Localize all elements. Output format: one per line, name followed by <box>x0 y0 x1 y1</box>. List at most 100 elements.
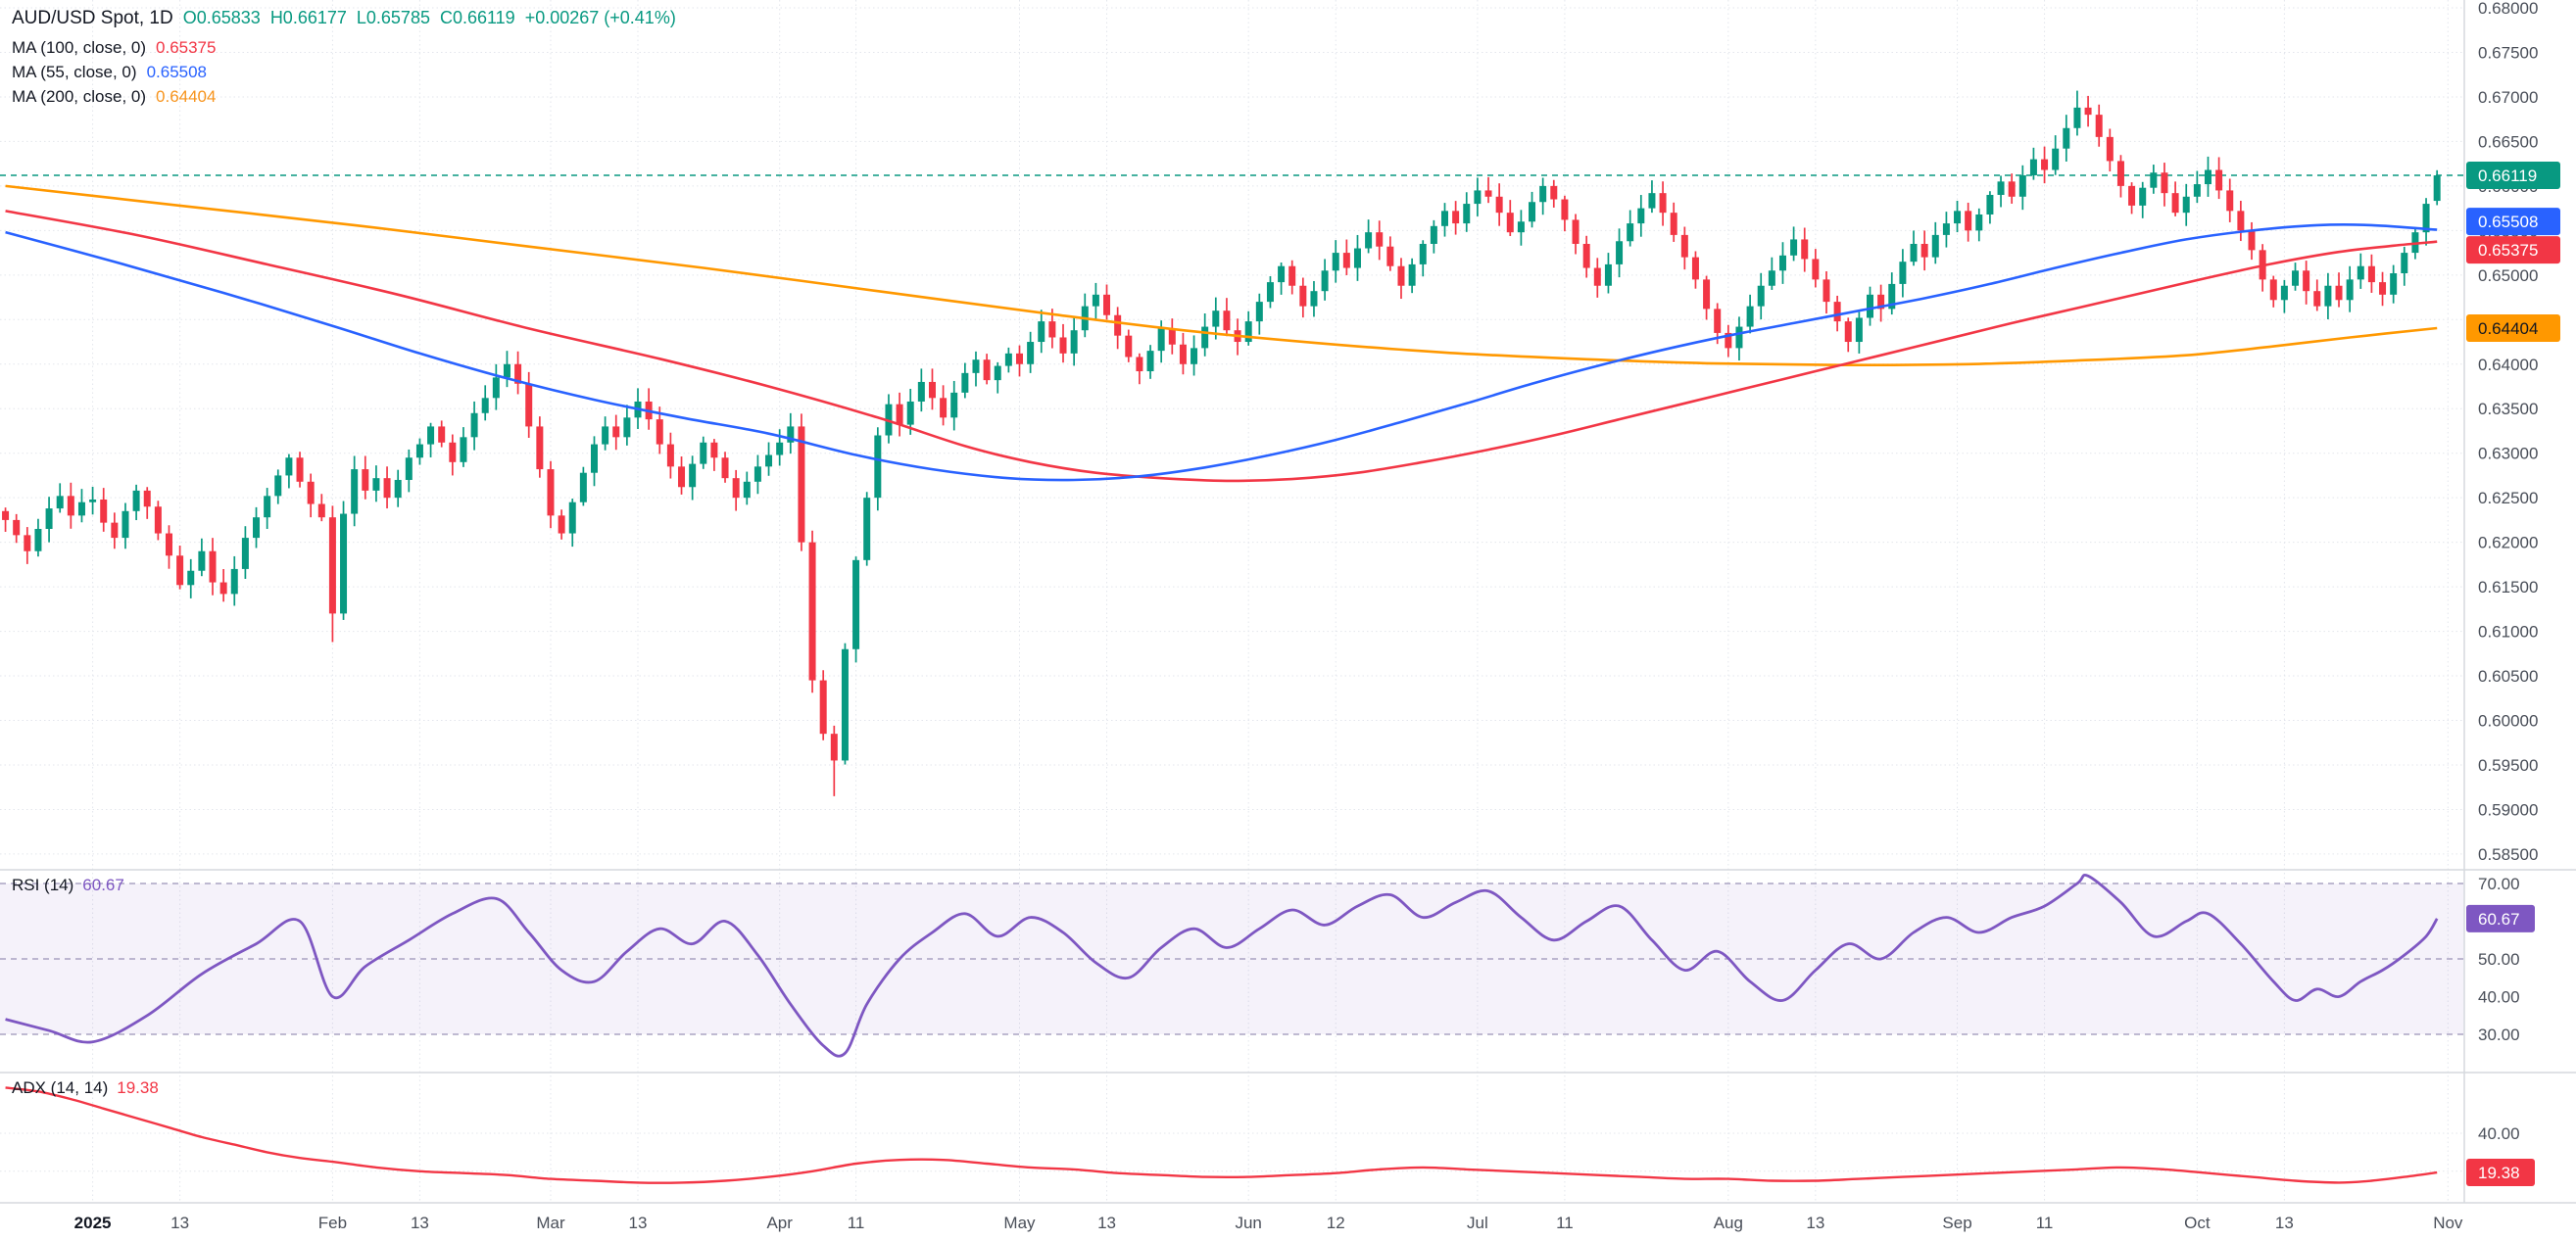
candle-body <box>2 510 10 520</box>
time-axis-label: Oct <box>2184 1214 2211 1232</box>
candle-body <box>1954 211 1962 224</box>
candle-body <box>819 680 827 735</box>
candle-body <box>1910 243 1918 263</box>
candle-body <box>1823 279 1830 303</box>
adx-pane <box>5 1086 2438 1184</box>
symbol-title: AUD/USD Spot, 1D <box>12 8 173 28</box>
time-axis-label: 13 <box>1806 1214 1824 1232</box>
price-axis-label: 0.67500 <box>2478 43 2538 62</box>
candle-body <box>2073 107 2081 128</box>
rsi-legend-row[interactable]: RSI (14) 60.67 <box>12 876 124 895</box>
candle-body <box>1484 190 1492 197</box>
ma200-legend-row[interactable]: MA (200, close, 0) 0.64404 <box>12 87 676 112</box>
grid <box>0 0 2464 1203</box>
candle-body <box>143 490 151 507</box>
candle-body <box>2193 184 2201 197</box>
candle-body <box>940 398 948 418</box>
candle-body <box>961 372 969 393</box>
svg-text:60.67: 60.67 <box>2478 910 2520 929</box>
ma55-legend-row[interactable]: MA (55, close, 0) 0.65508 <box>12 63 676 87</box>
candle-body <box>2052 148 2060 170</box>
candle-body <box>765 454 773 467</box>
time-axis-label: Sep <box>1942 1214 1971 1232</box>
ma100-label: MA (100, close, 0) <box>12 38 147 57</box>
candle-body <box>77 501 85 516</box>
ma100-legend-row[interactable]: MA (100, close, 0) 0.65375 <box>12 38 676 63</box>
candle-body <box>372 478 380 491</box>
candle-body <box>1812 259 1820 280</box>
candle-body <box>1593 267 1601 286</box>
adx-value: 19.38 <box>117 1078 159 1097</box>
rsi-label: RSI (14) <box>12 876 74 894</box>
candle-body <box>666 444 674 467</box>
candle-body <box>1038 321 1045 343</box>
candle-body <box>362 469 369 491</box>
candle-body <box>1408 263 1416 286</box>
price-axis[interactable]: 0.680000.675000.670000.665000.660000.655… <box>2478 0 2538 1143</box>
time-axis-label: Apr <box>766 1214 793 1232</box>
candle-body <box>950 392 958 418</box>
candle-body <box>525 383 533 427</box>
price-axis-label: 0.61000 <box>2478 623 2538 642</box>
candle-body <box>1386 246 1394 266</box>
candle-body <box>1703 279 1711 310</box>
ohlc-open: O0.65833 <box>182 8 261 27</box>
candle-body <box>340 513 348 614</box>
candle-body <box>1070 330 1078 354</box>
candle-body <box>165 533 172 556</box>
candle-body <box>1125 335 1133 358</box>
pane-separators <box>0 0 2576 1204</box>
adx-axis-label: 40.00 <box>2478 1124 2520 1143</box>
candle-body <box>1157 328 1165 352</box>
candle-body <box>1059 337 1067 354</box>
candle-body <box>1146 351 1154 372</box>
candle-body <box>2116 161 2124 186</box>
time-axis-label: 13 <box>629 1214 648 1232</box>
candle-body <box>2161 172 2168 194</box>
candle-body <box>514 363 522 384</box>
candle-body <box>2303 270 2310 292</box>
svg-text:0.66119: 0.66119 <box>2478 167 2537 185</box>
candle-body <box>1714 309 1722 333</box>
candle-body <box>1353 248 1361 268</box>
axis-badge <box>2466 314 2560 343</box>
candle-body <box>111 522 119 539</box>
candle-body <box>67 496 74 516</box>
time-axis[interactable]: 2025 13 Feb 13 Mar 13 Apr 11 May 13 Jun 12 Jul 11 Aug 1… <box>74 1214 2463 1232</box>
candle-body <box>1888 283 1896 310</box>
candle-body <box>983 359 991 381</box>
adx-legend-row[interactable]: ADX (14, 14) 19.38 <box>12 1078 159 1098</box>
candle-body <box>2095 115 2103 137</box>
candle-body <box>2204 169 2211 185</box>
candle-body <box>2346 279 2354 301</box>
candle-body <box>2041 159 2049 170</box>
candle-body <box>1419 243 1427 264</box>
candle-body <box>1867 294 1874 318</box>
candle-body <box>2018 174 2026 197</box>
axis-badge <box>2466 162 2560 190</box>
candle-body <box>678 466 686 488</box>
candle-body <box>1844 321 1852 343</box>
candle-body <box>1223 310 1231 331</box>
candle-body <box>503 363 510 378</box>
candle-body <box>1659 193 1667 214</box>
adx-line <box>5 1086 2438 1184</box>
time-axis-label: Nov <box>2433 1214 2463 1232</box>
candle-body <box>2379 282 2387 295</box>
price-axis-label: 0.63000 <box>2478 445 2538 463</box>
candle-body <box>1670 213 1677 235</box>
candle-body <box>132 490 140 511</box>
rsi-value: 60.67 <box>82 876 124 894</box>
candle-body <box>230 568 238 595</box>
price-axis-label: 0.65000 <box>2478 266 2538 285</box>
candle-body <box>2324 285 2332 307</box>
candle-body <box>460 437 467 462</box>
symbol-row[interactable]: AUD/USD Spot, 1D O0.65833 H0.66177 L0.65… <box>12 8 676 32</box>
candle-body <box>1103 294 1111 315</box>
candle-body <box>1877 294 1885 310</box>
candle-body <box>1004 353 1012 366</box>
candle-body <box>427 426 435 445</box>
candle-body <box>1136 357 1143 372</box>
